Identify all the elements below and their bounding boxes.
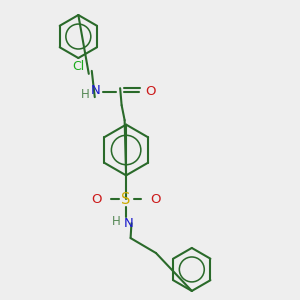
Text: O: O <box>151 193 161 206</box>
Text: O: O <box>91 193 101 206</box>
Text: H: H <box>81 88 90 101</box>
Text: O: O <box>145 85 155 98</box>
Text: H: H <box>112 215 121 228</box>
Text: N: N <box>91 84 100 98</box>
Text: N: N <box>124 217 134 230</box>
Text: S: S <box>122 192 131 207</box>
Text: Cl: Cl <box>72 61 85 74</box>
